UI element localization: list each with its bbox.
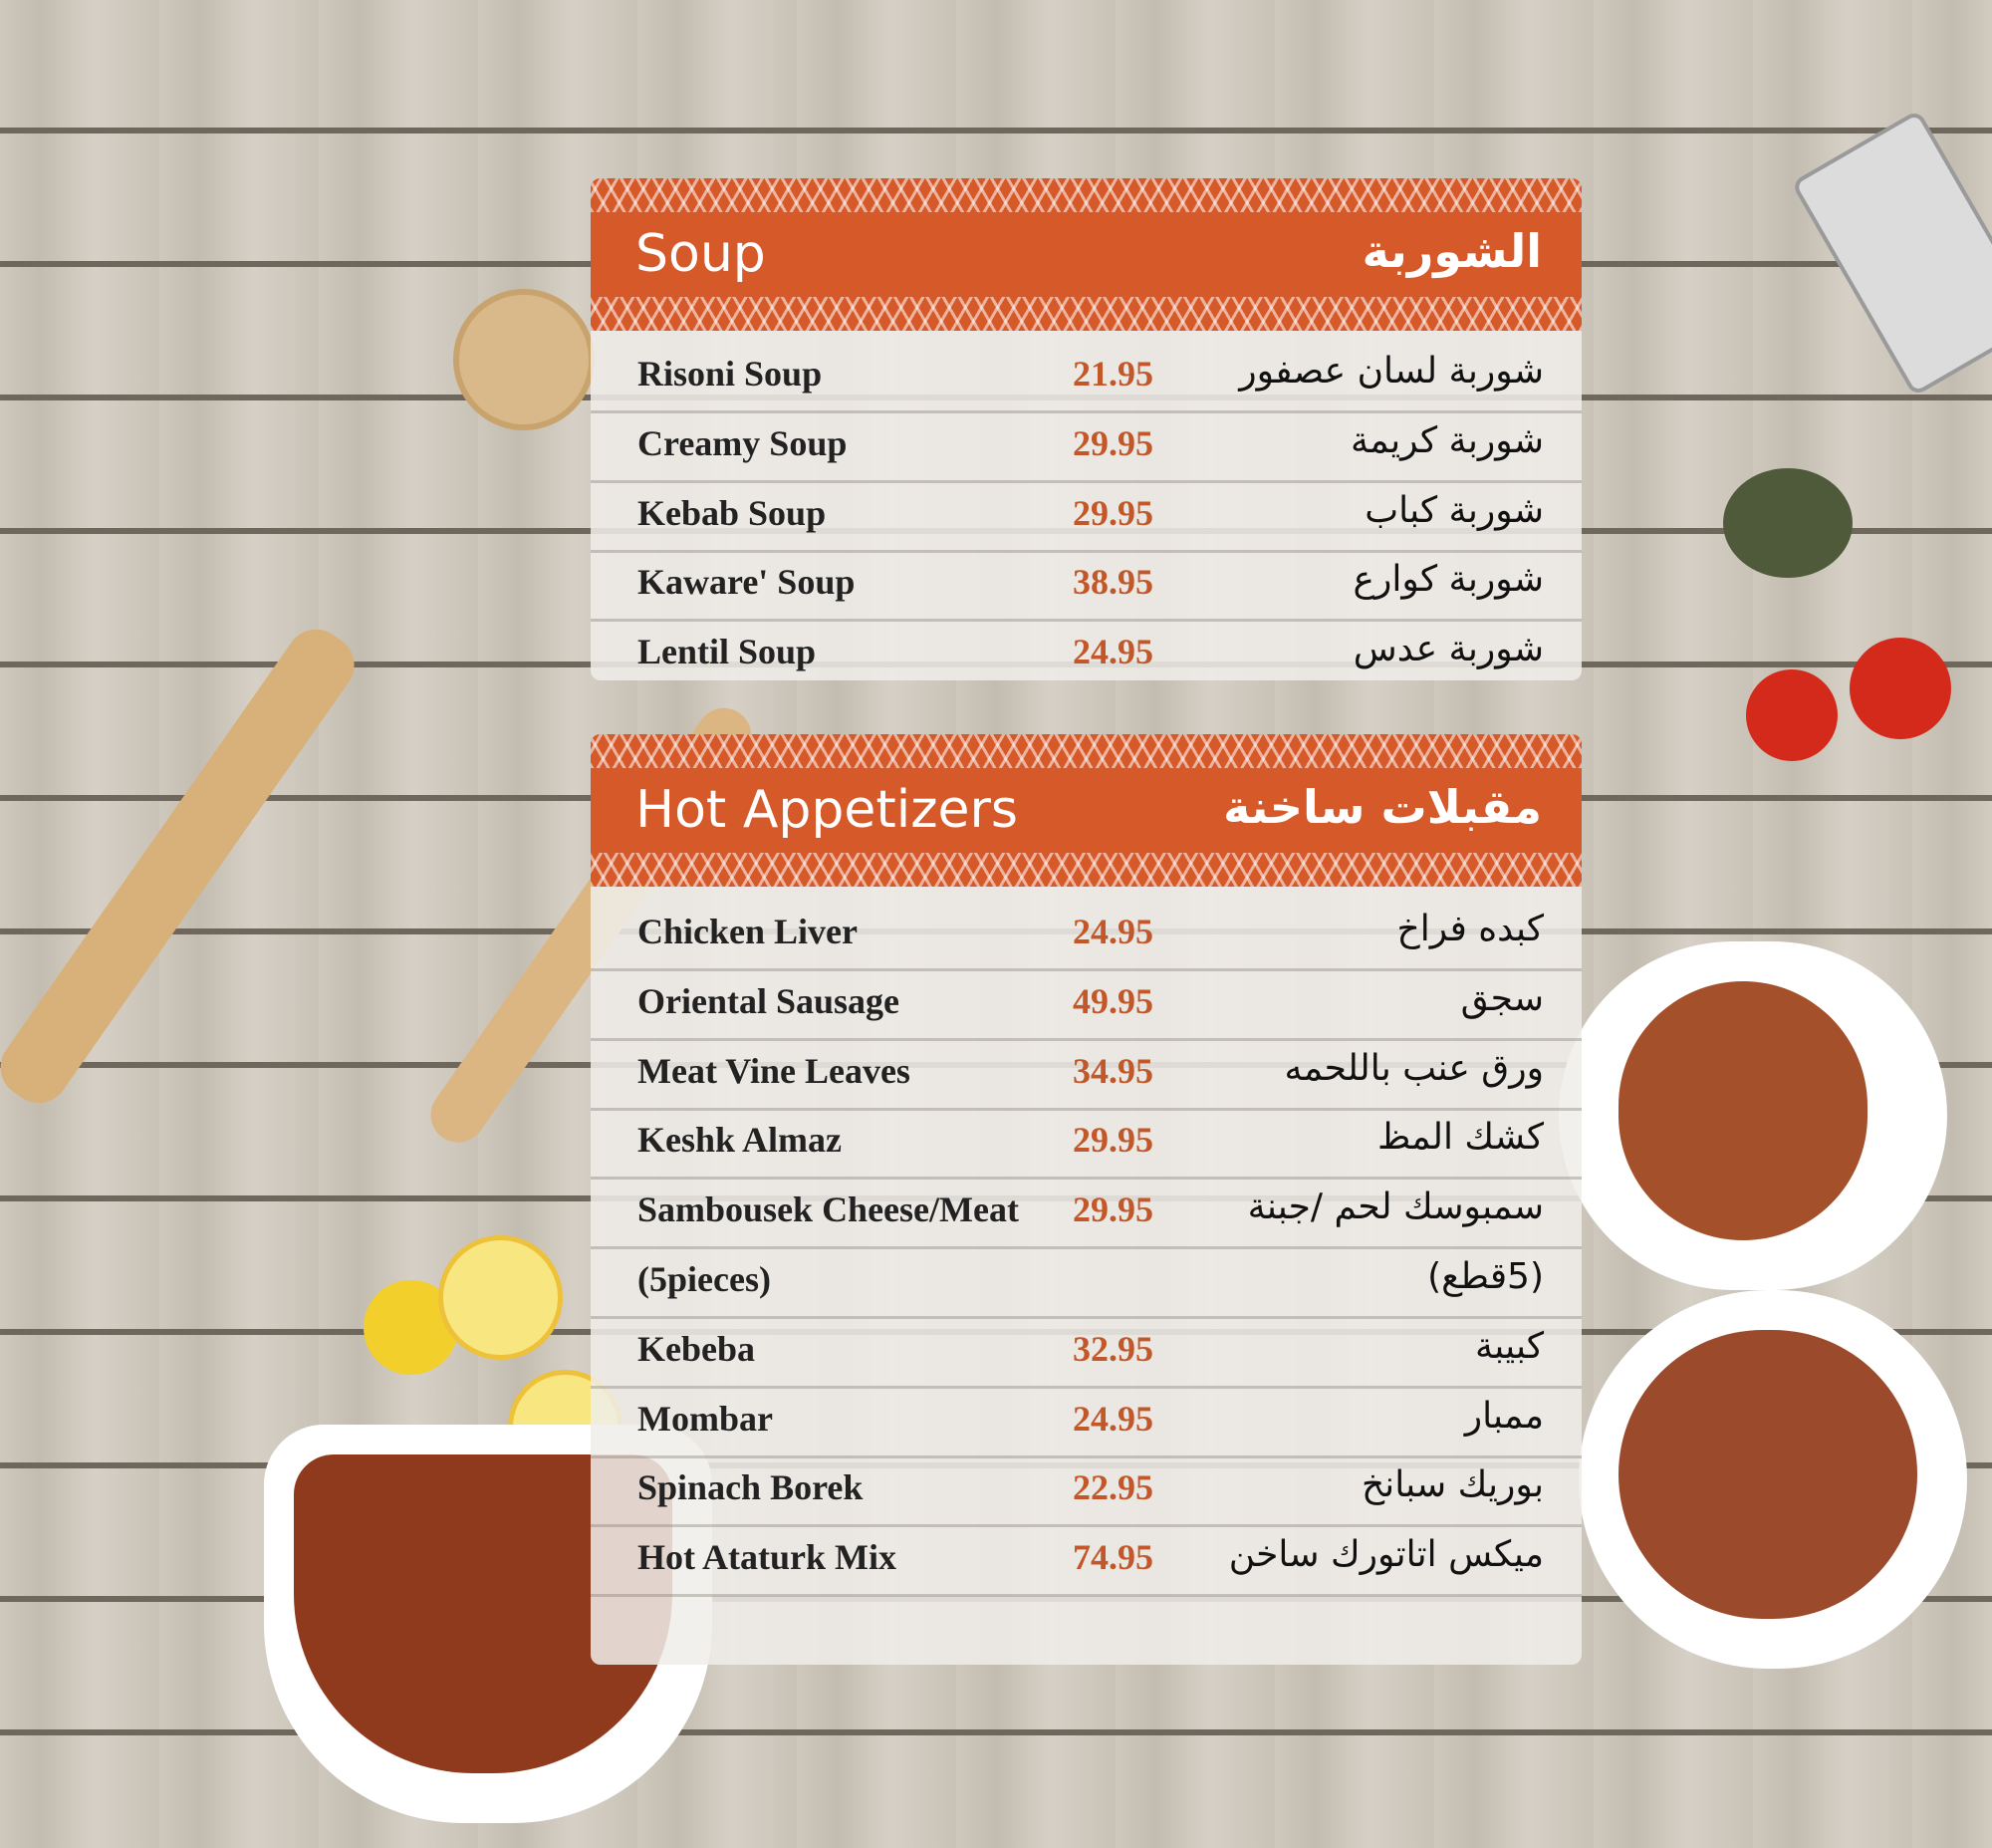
item-name-ar: سمبوسك لحم /جبنة bbox=[1247, 1187, 1544, 1228]
section-title-ar: مقبلات ساخنة bbox=[1223, 780, 1542, 834]
item-name-ar: شوربة عدس bbox=[1353, 629, 1544, 670]
item-name-ar: كشك المظ bbox=[1377, 1117, 1544, 1159]
item-name-en: Hot Ataturk Mix bbox=[637, 1537, 896, 1578]
item-name-ar: (5قطع) bbox=[1427, 1256, 1544, 1297]
item-price: 32.95 bbox=[1073, 1328, 1153, 1369]
item-name-en: Chicken Liver bbox=[637, 912, 858, 951]
item-price: 34.95 bbox=[1073, 1050, 1153, 1091]
menu-item: Mombar 24.95 ممبار bbox=[591, 1386, 1582, 1458]
item-price: 22.95 bbox=[1073, 1467, 1153, 1508]
menu-item: Meat Vine Leaves 34.95 ورق عنب باللحمه bbox=[591, 1038, 1582, 1111]
item-name-ar: شوربة كوارع bbox=[1353, 559, 1544, 601]
item-price: 24.95 bbox=[1073, 1398, 1153, 1439]
menu-item: Creamy Soup 29.95 شوربة كريمة bbox=[591, 410, 1582, 483]
meatball-dish-image bbox=[1579, 1290, 1967, 1669]
section-header: Soup الشوربة bbox=[591, 178, 1582, 331]
hot-appetizers-section: Hot Appetizers مقبلات ساخنة Chicken Live… bbox=[591, 734, 1582, 1665]
item-name-ar: ورق عنب باللحمه bbox=[1284, 1047, 1544, 1089]
menu-item: Lentil Soup 24.95 شوربة عدس bbox=[591, 619, 1582, 680]
menu-item: (5pieces) (5قطع) bbox=[591, 1246, 1582, 1319]
item-price: 24.95 bbox=[1073, 912, 1153, 951]
item-name-en: Kebab Soup bbox=[637, 492, 827, 533]
item-name-ar: شوربة كريمة bbox=[1350, 419, 1544, 461]
section-title-en: Soup bbox=[635, 224, 766, 284]
item-name-en: Sambousek Cheese/Meat bbox=[637, 1189, 1019, 1230]
item-price: 29.95 bbox=[1073, 492, 1153, 533]
item-name-ar: بوريك سبانخ bbox=[1361, 1464, 1544, 1506]
menu-item: Risoni Soup 21.95 شوربة لسان عصفور bbox=[591, 341, 1582, 413]
section-title-ar: الشوربة bbox=[1362, 224, 1542, 278]
lemon-slice-image bbox=[438, 1235, 563, 1360]
menu-item: Kebab Soup 29.95 شوربة كباب bbox=[591, 480, 1582, 553]
item-name-en: Keshk Almaz bbox=[637, 1120, 843, 1161]
item-name-en: Meat Vine Leaves bbox=[637, 1050, 910, 1091]
wooden-scoop-image bbox=[453, 289, 595, 430]
item-price: 38.95 bbox=[1073, 562, 1153, 603]
item-price: 21.95 bbox=[1073, 354, 1153, 394]
item-name-ar: ميكس اتاتورك ساخن bbox=[1228, 1534, 1544, 1576]
item-price: 29.95 bbox=[1073, 1120, 1153, 1161]
item-price: 49.95 bbox=[1073, 980, 1153, 1021]
tomato-image bbox=[1746, 669, 1838, 761]
item-name-en: (5pieces) bbox=[637, 1259, 771, 1299]
soup-section: Soup الشوربة Risoni Soup 21.95 شوربة لسان … bbox=[591, 178, 1582, 680]
item-name-en: Creamy Soup bbox=[637, 422, 848, 463]
item-name-en: Kaware' Soup bbox=[637, 562, 856, 603]
item-name-en: Oriental Sausage bbox=[637, 980, 900, 1021]
item-name-ar: كبده فراخ bbox=[1396, 909, 1544, 949]
item-name-ar: ممبار bbox=[1464, 1395, 1544, 1437]
item-name-ar: كبيبة bbox=[1474, 1325, 1544, 1367]
kibbeh-dish-image bbox=[1559, 941, 1947, 1290]
item-price: 74.95 bbox=[1073, 1537, 1153, 1578]
menu-item: Chicken Liver 24.95 كبده فراخ bbox=[591, 899, 1582, 971]
menu-item: Hot Ataturk Mix 74.95 ميكس اتاتورك ساخن bbox=[591, 1524, 1582, 1598]
menu-item: Kaware' Soup 38.95 شوربة كوارع bbox=[591, 549, 1582, 623]
menu-item: Sambousek Cheese/Meat 29.95 سمبوسك لحم /جب… bbox=[591, 1177, 1582, 1250]
item-name-en: Lentil Soup bbox=[637, 632, 817, 672]
herbs-image bbox=[1723, 468, 1853, 578]
item-name-ar: سجق bbox=[1460, 977, 1544, 1019]
tomato-image bbox=[1850, 638, 1951, 739]
item-price: 24.95 bbox=[1073, 632, 1153, 672]
item-name-ar: شوربة لسان عصفور bbox=[1239, 351, 1544, 392]
item-name-en: Mombar bbox=[637, 1398, 773, 1439]
menu-item: Keshk Almaz 29.95 كشك المظ bbox=[591, 1107, 1582, 1181]
item-name-ar: شوربة كباب bbox=[1365, 489, 1544, 531]
item-name-en: Kebeba bbox=[637, 1328, 756, 1369]
item-name-en: Risoni Soup bbox=[637, 354, 823, 394]
section-title-en: Hot Appetizers bbox=[635, 780, 1019, 840]
item-name-en: Spinach Borek bbox=[637, 1467, 864, 1508]
item-price: 29.95 bbox=[1073, 1189, 1153, 1230]
menu-item: Kebeba 32.95 كبيبة bbox=[591, 1316, 1582, 1389]
menu-item: Spinach Borek 22.95 بوريك سبانخ bbox=[591, 1454, 1582, 1528]
item-price: 29.95 bbox=[1073, 422, 1153, 463]
menu-item: Oriental Sausage 49.95 سجق bbox=[591, 968, 1582, 1041]
section-header: Hot Appetizers مقبلات ساخنة bbox=[591, 734, 1582, 887]
